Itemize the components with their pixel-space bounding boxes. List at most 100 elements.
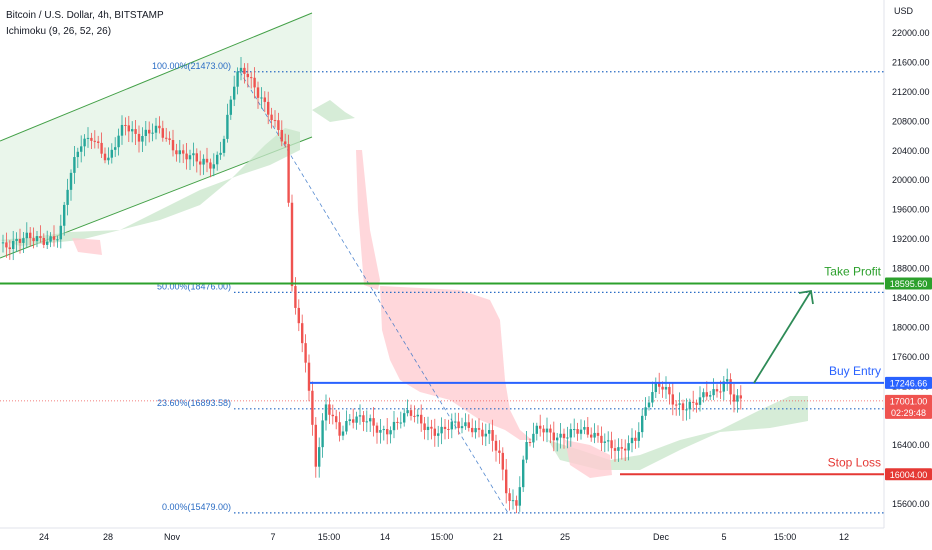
- candle-body: [69, 172, 73, 190]
- candle-body: [613, 448, 617, 451]
- candle-body: [508, 493, 511, 501]
- price-tick-label: 22000.00: [892, 28, 930, 38]
- candle-body: [392, 421, 396, 431]
- candle-body: [284, 141, 287, 145]
- candle-body: [233, 86, 236, 100]
- candle-body: [267, 101, 270, 115]
- indicator-label[interactable]: Ichimoku (9, 26, 52, 26): [6, 26, 112, 37]
- candle-body: [569, 429, 572, 438]
- price-tick-label: 16400.00: [892, 440, 930, 450]
- candle-body: [236, 71, 239, 87]
- candle-body: [505, 469, 508, 494]
- ichimoku-cloud-bearish-4: [565, 440, 612, 478]
- candle-body: [358, 415, 362, 417]
- candle-body: [243, 67, 246, 74]
- price-tick-label: 20800.00: [892, 116, 930, 126]
- candle-body: [719, 391, 722, 393]
- candle-body: [202, 158, 205, 165]
- candle-body: [73, 157, 76, 173]
- candle-body: [287, 144, 290, 203]
- stop-loss-label: Stop Loss: [828, 455, 881, 469]
- candle-body: [107, 157, 110, 161]
- buy-entry-badge-label: 17246.66: [890, 378, 928, 388]
- candle-body: [409, 410, 413, 416]
- candle-body: [661, 386, 664, 390]
- candle-body: [586, 427, 589, 435]
- symbol-title[interactable]: Bitcoin / U.S. Dollar, 4h, BITSTAMP: [6, 10, 164, 21]
- candle-body: [59, 225, 62, 240]
- candle-body: [199, 161, 202, 165]
- candle-body: [222, 138, 226, 153]
- candle-body: [651, 392, 654, 403]
- fib-level-label: 100.00%(21473.00): [152, 61, 231, 71]
- candle-body: [583, 427, 586, 430]
- candle-body: [341, 431, 345, 436]
- candle-body: [158, 125, 161, 129]
- candle-body: [525, 441, 528, 460]
- candle-body: [532, 433, 535, 443]
- time-tick-label: 12: [839, 532, 849, 542]
- candle-body: [137, 133, 141, 142]
- candle-body: [562, 433, 566, 439]
- candle-body: [212, 164, 215, 169]
- candle-body: [437, 433, 440, 436]
- candle-body: [698, 397, 702, 405]
- candle-body: [219, 152, 222, 155]
- candle-body: [290, 202, 294, 287]
- candle-body: [715, 389, 719, 392]
- candle-body: [695, 402, 698, 405]
- price-tick-label: 18000.00: [892, 322, 930, 332]
- candle-body: [457, 421, 460, 429]
- candle-body: [620, 447, 623, 449]
- current-price-countdown-label: 02:29:48: [891, 408, 926, 418]
- candle-body: [692, 401, 695, 403]
- candle-body: [647, 402, 651, 408]
- candle-body: [301, 323, 304, 344]
- candle-body: [739, 395, 742, 399]
- candle-body: [25, 232, 28, 239]
- candle-body: [263, 97, 266, 102]
- candle-body: [702, 392, 705, 398]
- candle-body: [678, 403, 681, 405]
- candle-body: [596, 432, 600, 436]
- candle-body: [188, 155, 192, 160]
- candle-body: [42, 237, 45, 245]
- candle-body: [335, 416, 338, 423]
- candle-body: [559, 433, 562, 438]
- buy-entry-badge: [885, 376, 932, 389]
- buy-entry-label: Buy Entry: [829, 364, 881, 378]
- candle-body: [579, 429, 583, 434]
- candle-body: [345, 421, 348, 432]
- candle-body: [117, 135, 120, 148]
- candle-body: [131, 129, 134, 132]
- time-tick-label: 15:00: [774, 532, 797, 542]
- candle-body: [148, 129, 151, 134]
- candle-body: [56, 239, 59, 241]
- candle-body: [39, 236, 42, 238]
- candle-body: [151, 132, 154, 134]
- candle-body: [90, 137, 93, 141]
- projection-arrow-head: [798, 289, 814, 305]
- candle-body: [29, 232, 32, 239]
- candle-body: [49, 236, 52, 242]
- candle-body: [481, 429, 484, 437]
- candle-body: [372, 418, 375, 426]
- price-tick-label: 15600.00: [892, 499, 930, 509]
- candle-body: [732, 394, 736, 402]
- candle-body: [165, 137, 168, 139]
- candle-body: [420, 414, 423, 424]
- time-tick-label: 24: [39, 532, 49, 542]
- candle-body: [610, 440, 613, 449]
- candle-body: [134, 129, 137, 134]
- candle-body: [314, 424, 317, 467]
- candle-body: [331, 414, 334, 417]
- price-tick-label: 18800.00: [892, 264, 930, 274]
- candle-body: [675, 404, 678, 406]
- candle-body: [205, 158, 209, 163]
- candle-body: [593, 432, 596, 438]
- candle-body: [328, 404, 331, 415]
- candle-body: [154, 125, 158, 133]
- candle-body: [494, 440, 498, 451]
